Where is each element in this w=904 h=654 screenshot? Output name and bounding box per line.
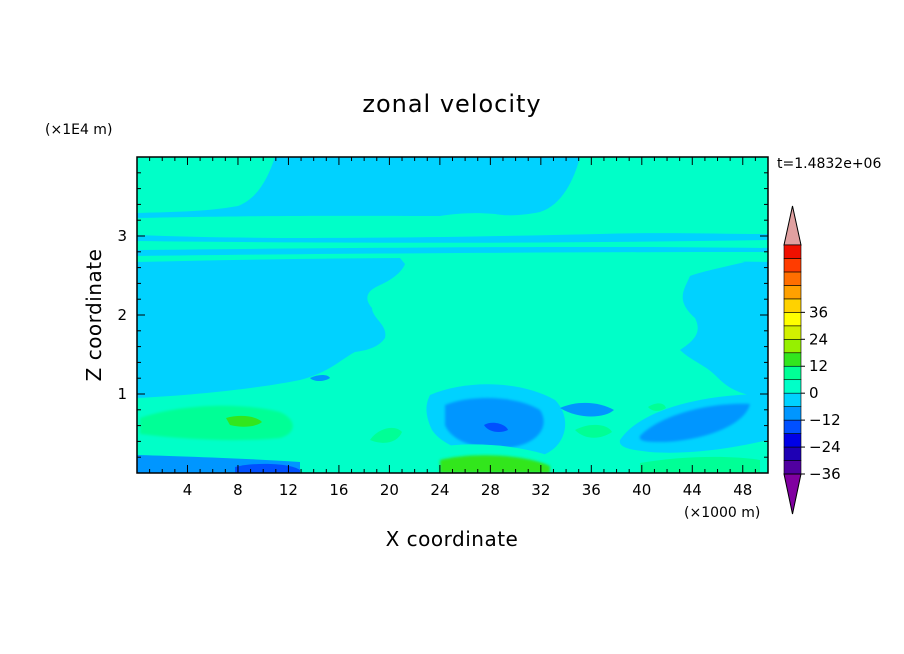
colorbar-label: 0	[809, 384, 819, 402]
colorbar-label: 36	[809, 303, 828, 321]
x-tick-label: 36	[582, 481, 601, 499]
region-surface-min	[235, 463, 300, 473]
region-surface-right	[640, 456, 760, 473]
region-upper-jet	[137, 157, 768, 238]
colorbar-swatch	[783, 446, 802, 461]
y-tick-label: 1	[117, 385, 127, 403]
chart-title: zonal velocity	[362, 90, 541, 118]
y-axis-label: Z coordinate	[82, 249, 106, 382]
colorbar-swatch	[783, 258, 802, 273]
x-axis-label: X coordinate	[386, 527, 519, 551]
x-tick-label: 4	[183, 481, 193, 499]
colorbar-swatch	[783, 365, 802, 381]
region-blob-20	[370, 427, 402, 443]
x-tick-label: 40	[632, 481, 651, 499]
region-upper-left	[137, 157, 275, 213]
colorbar-top-arrow	[783, 205, 802, 246]
region-low-jet-max	[226, 415, 262, 427]
x-tick-label: 32	[531, 481, 550, 499]
x-axis-ticks: 4 8 12 16 20 24 28 32 36 40 44 48	[149, 157, 756, 499]
colorbar-label: 12	[809, 357, 828, 375]
colorbar-swatch	[783, 433, 802, 448]
region-blob-42	[648, 403, 666, 411]
colorbar-swatch	[783, 325, 802, 340]
colorbar-bottom-arrow	[783, 473, 802, 515]
colorbar-swatch	[783, 338, 802, 354]
y-tick-label: 3	[117, 227, 127, 245]
time-label: t=1.4832e+06	[777, 156, 881, 172]
x-axis-unit: (×1000 m)	[684, 505, 760, 521]
region-min-core	[484, 422, 508, 433]
colorbar-swatch	[783, 460, 802, 475]
colorbar-label: −24	[809, 438, 841, 456]
colorbar-swatch	[783, 379, 802, 394]
colorbar-swatch	[783, 298, 802, 313]
colorbar-swatch	[783, 406, 802, 421]
region-blob-33	[575, 424, 612, 438]
x-tick-label: 20	[380, 481, 399, 499]
colorbar: 36 24 12 0 −12 −24 −36	[783, 205, 841, 515]
colorbar-swatch	[783, 352, 802, 367]
colorbar-label: −36	[809, 465, 841, 483]
region-min-right-core	[639, 403, 750, 442]
x-tick-label: 8	[233, 481, 243, 499]
region-upper-band	[137, 240, 768, 250]
colorbar-label: −12	[809, 411, 841, 429]
y-tick-label: 2	[117, 306, 127, 324]
x-tick-label: 12	[279, 481, 298, 499]
y-axis-ticks: 1 2 3	[117, 172, 768, 458]
x-tick-label: 28	[481, 481, 500, 499]
colorbar-swatch	[783, 312, 802, 327]
y-axis-unit: (×1E4 m)	[45, 122, 112, 138]
colorbar-label: 24	[809, 330, 828, 348]
region-blob-34	[560, 402, 614, 417]
x-tick-label: 48	[733, 481, 752, 499]
x-tick-label: 24	[430, 481, 449, 499]
x-tick-label: 44	[683, 481, 702, 499]
colorbar-swatch	[783, 392, 802, 407]
x-tick-label: 16	[329, 481, 348, 499]
region-low-max-core	[440, 455, 550, 473]
colorbar-swatch	[783, 244, 802, 259]
contour-field	[137, 157, 768, 473]
colorbar-swatch	[783, 285, 802, 300]
region-blob-14	[310, 375, 330, 381]
colorbar-swatch	[783, 271, 802, 286]
colorbar-swatch	[783, 419, 802, 434]
